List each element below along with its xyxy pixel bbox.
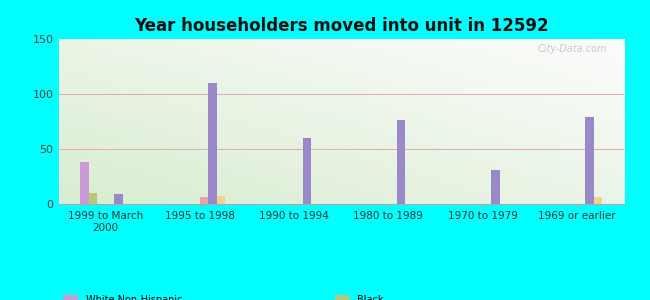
- Bar: [397, 120, 406, 204]
- Bar: [491, 170, 500, 204]
- Bar: [303, 138, 311, 204]
- Bar: [114, 194, 123, 204]
- Bar: [217, 196, 226, 204]
- Bar: [594, 197, 603, 204]
- Text: City-Data.com: City-Data.com: [538, 44, 607, 54]
- Bar: [80, 162, 88, 204]
- Bar: [200, 197, 209, 204]
- Legend: Black, Other Race, Hispanic or Latino: Black, Other Race, Hispanic or Latino: [335, 295, 445, 300]
- Bar: [586, 117, 594, 204]
- Bar: [209, 83, 217, 204]
- Title: Year householders moved into unit in 12592: Year householders moved into unit in 125…: [134, 17, 549, 35]
- Bar: [88, 193, 97, 204]
